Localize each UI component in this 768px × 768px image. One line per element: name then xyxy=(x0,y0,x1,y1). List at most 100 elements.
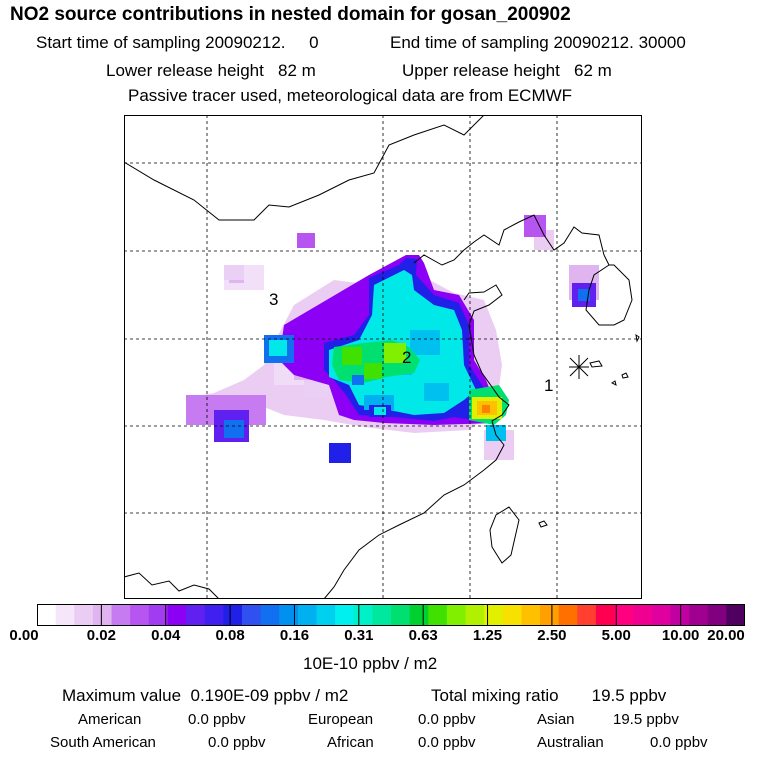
colorbar-cell xyxy=(316,604,336,626)
colorbar-cell xyxy=(37,604,57,626)
max-value: 0.190E-09 ppbv / m2 xyxy=(190,686,349,705)
start-time: Start time of sampling 20090212. 0 xyxy=(36,33,319,53)
hotspot-cell xyxy=(486,425,506,441)
colorbar-cell xyxy=(428,604,448,626)
green-cell xyxy=(364,363,382,379)
colorbar-cell xyxy=(409,604,429,626)
region-name: African xyxy=(327,734,374,751)
jeju-island xyxy=(589,360,603,368)
colorbar-cell xyxy=(186,604,206,626)
upper-release-height: Upper release height 62 m xyxy=(402,61,612,81)
isolated-cell xyxy=(297,233,315,248)
cyan-cell xyxy=(410,330,440,355)
colorbar-cell xyxy=(204,604,224,626)
colorbar-cell xyxy=(353,604,373,626)
islet xyxy=(621,372,629,379)
isolated-cell xyxy=(329,443,351,463)
coastline-shandong xyxy=(463,284,510,471)
tracer-note: Passive tracer used, meteorological data… xyxy=(128,86,573,105)
coastlines xyxy=(124,115,640,599)
halo-patch xyxy=(304,383,332,398)
colorbar-cell xyxy=(55,604,75,626)
colorbar-cell xyxy=(260,604,280,626)
colorbar-units: 10E-10 ppbv / m2 xyxy=(303,654,438,673)
isolated-cell xyxy=(578,289,590,301)
hotspot-cell xyxy=(482,405,490,413)
colorbar-tick-label: 0.31 xyxy=(344,627,374,644)
region-value: 0.0 ppbv xyxy=(418,734,476,751)
colorbar-cell xyxy=(297,604,318,626)
taiwan xyxy=(489,506,520,564)
chart-title: NO2 source contributions in nested domai… xyxy=(10,4,571,25)
colorbar-cell xyxy=(521,604,541,626)
colorbar-cell xyxy=(670,604,690,626)
colorbar-cell xyxy=(595,604,616,626)
upper-height-value: 62 m xyxy=(574,61,612,80)
colorbar-cell xyxy=(726,604,745,626)
coastline-south xyxy=(323,469,485,599)
colorbar-cell xyxy=(92,604,113,626)
halo-patch xyxy=(224,265,244,280)
end-time-value: 20090212. 30000 xyxy=(553,33,686,52)
isolated-cell xyxy=(524,215,546,237)
colorbar-cell xyxy=(111,604,131,626)
colorbar-cell xyxy=(241,604,262,626)
max-label: Maximum value xyxy=(62,686,182,705)
colorbar-cell xyxy=(577,604,597,626)
end-time: End time of sampling 20090212. 30000 xyxy=(390,33,686,53)
gridlines xyxy=(124,115,642,599)
colorbar-cell xyxy=(633,604,653,626)
region-value: 0.0 ppbv xyxy=(418,711,476,728)
map-plot: 1 2 3 xyxy=(124,115,642,599)
coastline-west xyxy=(124,572,220,599)
region-name: Australian xyxy=(537,734,604,751)
islet xyxy=(611,380,617,386)
colorbar-tick-label: 0.63 xyxy=(408,627,438,644)
colorbar-cell xyxy=(74,604,94,626)
total-value: 19.5 ppbv xyxy=(591,686,667,705)
end-time-label: End time of sampling xyxy=(390,33,549,52)
green-cell xyxy=(384,343,406,363)
colorbar-cell xyxy=(335,604,355,626)
colorbar-cell xyxy=(167,604,187,626)
colorbar-cell xyxy=(502,604,523,626)
colorbar-tick-label: 0.08 xyxy=(215,627,245,644)
colorbar-frame xyxy=(37,604,745,626)
colorbar-tick-label: 0.16 xyxy=(279,627,310,644)
islet xyxy=(635,333,640,343)
total-label: Total mixing ratio xyxy=(431,686,559,705)
colorbar-cell xyxy=(689,604,709,626)
coastline-north xyxy=(124,115,485,221)
colorbar-cell xyxy=(707,604,727,626)
colorbar-tick-label: 20.00 xyxy=(707,627,745,644)
colorbar-tick-label: 0.00 xyxy=(9,627,39,644)
colorbar-separators xyxy=(100,604,682,626)
colorbar-cell xyxy=(558,604,578,626)
start-time-label: Start time of sampling xyxy=(36,33,201,52)
total-mixing-ratio: Total mixing ratio 19.5 ppbv xyxy=(431,686,666,706)
region-name: Asian xyxy=(537,711,575,728)
colorbar-cell xyxy=(484,604,504,626)
colorbar-tick-label: 0.04 xyxy=(151,627,181,644)
region-value: 0.0 ppbv xyxy=(188,711,246,728)
region-name: American xyxy=(78,711,142,728)
region-name: South American xyxy=(50,734,156,751)
lower-height-label: Lower release height xyxy=(106,61,264,80)
colorbar-cell xyxy=(148,604,169,626)
colorbar-cell xyxy=(614,604,634,626)
west-cluster xyxy=(224,420,244,438)
region-value: 19.5 ppbv xyxy=(613,711,679,728)
colorbar-cell xyxy=(651,604,672,626)
colorbar-cells xyxy=(37,604,745,626)
map-frame xyxy=(124,115,642,599)
region-name: European xyxy=(308,711,374,728)
green-cell xyxy=(374,407,386,415)
start-time-extra: 0 xyxy=(309,33,319,52)
cyan-cell xyxy=(269,340,287,356)
cyan-cell xyxy=(424,383,449,401)
upper-height-label: Upper release height xyxy=(402,61,560,80)
colorbar-cell xyxy=(540,604,560,626)
colorbar xyxy=(37,604,745,626)
colorbar-cell xyxy=(446,604,467,626)
colorbar-cell xyxy=(465,604,485,626)
